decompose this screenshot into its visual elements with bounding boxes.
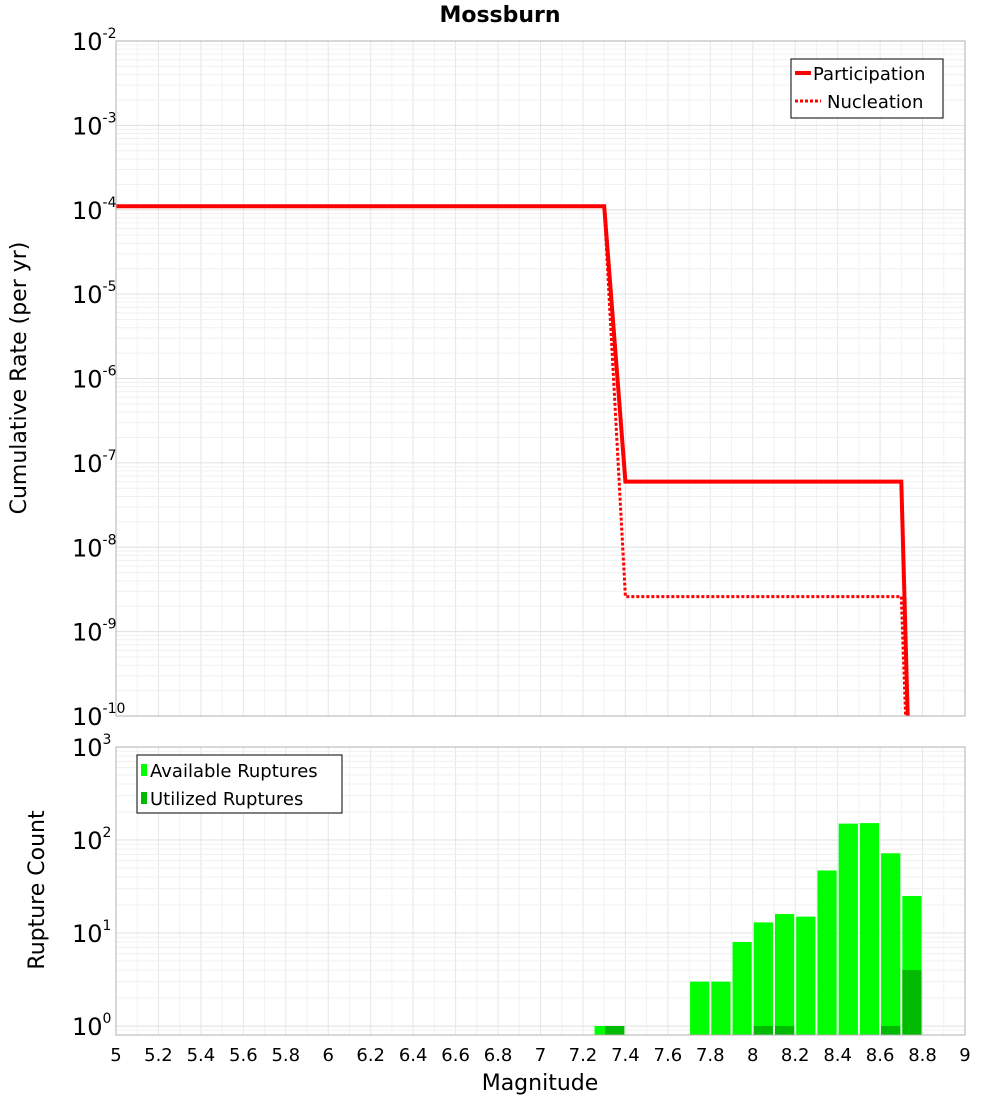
- utilized-ruptures-bar: [902, 969, 922, 1035]
- count-panel-y-tick-label: 102: [72, 825, 111, 855]
- rate-panel-y-tick-exponent: -10: [103, 701, 126, 717]
- available-legend-label: Available Ruptures: [150, 761, 318, 782]
- x-tick-label: 8.8: [908, 1045, 937, 1066]
- x-tick-label: 8.6: [866, 1045, 895, 1066]
- x-tick-label: 7.2: [569, 1045, 598, 1066]
- rate-panel-y-tick-exponent: -9: [103, 617, 117, 633]
- x-tick-label: 6: [323, 1045, 334, 1066]
- y-axis-label-count: Rupture Count: [25, 810, 50, 970]
- available-ruptures-bar: [690, 981, 710, 1035]
- utilized-legend-swatch: [141, 792, 147, 804]
- x-tick-label: 8: [747, 1045, 758, 1066]
- rate-panel-y-tick-label: 10-8: [72, 532, 117, 562]
- bars-layer: [594, 823, 922, 1035]
- rate-panel-y-tick-exponent: -6: [103, 364, 117, 380]
- rate-panel-y-tick-label: 10-3: [72, 110, 117, 140]
- x-tick-label: 7: [535, 1045, 546, 1066]
- utilized-ruptures-bar: [881, 1025, 901, 1035]
- rate-panel-y-tick-exponent: -8: [103, 532, 117, 548]
- count-panel-y-tick-exponent: 1: [103, 918, 112, 934]
- x-tick-label: 8.2: [781, 1045, 810, 1066]
- available-ruptures-bar: [838, 823, 858, 1035]
- rate-panel-frame: [115, 40, 966, 717]
- rate-panel-y-tick-exponent: -5: [103, 279, 117, 295]
- nucleation-legend-label: Nucleation: [827, 92, 923, 113]
- count-panel-y-tick-exponent: 3: [103, 732, 112, 748]
- x-tick-label: 6.8: [484, 1045, 513, 1066]
- x-tick-label: 6.4: [399, 1045, 428, 1066]
- count-panel-y-tick-label: 101: [72, 918, 111, 948]
- lines-layer: [116, 204, 910, 717]
- x-tick-label: 5.4: [187, 1045, 216, 1066]
- count-panel-y-tick-label: 100: [72, 1011, 111, 1041]
- rate-panel-y-tick-exponent: -7: [103, 448, 117, 464]
- x-axis-label: Magnitude: [482, 1071, 599, 1096]
- chart-title: Mossburn: [439, 3, 560, 28]
- rate-legend-box: [790, 58, 944, 119]
- x-tick-label: 7.6: [654, 1045, 683, 1066]
- x-tick-label: 5.8: [271, 1045, 300, 1066]
- count-panel-y-tick-label: 103: [72, 732, 111, 762]
- rate-panel-y-tick-label: 10-4: [72, 195, 117, 225]
- rate-panel-y-tick-label: 10-9: [72, 617, 117, 647]
- frames-layer: [115, 40, 966, 1036]
- x-tick-label: 6.2: [356, 1045, 385, 1066]
- available-ruptures-bar: [774, 914, 795, 1035]
- x-tick-label: 5: [110, 1045, 121, 1066]
- utilized-ruptures-bar: [605, 1025, 625, 1035]
- y-axis-label-rate: Cumulative Rate (per yr): [7, 242, 32, 515]
- rate-panel-y-tick-label: 10-5: [72, 279, 117, 309]
- available-ruptures-bar: [732, 942, 752, 1035]
- x-tick-label: 5.6: [229, 1045, 258, 1066]
- available-ruptures-bar: [753, 922, 773, 1035]
- nucleation-line: [116, 204, 908, 717]
- count-panel-y-tick-exponent: 0: [103, 1011, 112, 1027]
- available-ruptures-bar: [817, 870, 837, 1035]
- legends-layer: Participation Nucleation Available Rupture…: [136, 58, 944, 814]
- rate-panel-y-tick-exponent: -4: [103, 195, 117, 211]
- rate-panel-y-tick-exponent: -3: [103, 110, 117, 126]
- rate-panel-y-tick-exponent: -2: [103, 26, 117, 42]
- available-ruptures-bar: [881, 853, 901, 1035]
- utilized-legend-label: Utilized Ruptures: [150, 789, 303, 810]
- x-tick-label: 9: [959, 1045, 970, 1066]
- available-ruptures-bar: [859, 823, 880, 1035]
- utilized-ruptures-bar: [774, 1025, 795, 1035]
- x-tick-label: 6.6: [441, 1045, 470, 1066]
- x-tick-label: 8.4: [823, 1045, 852, 1066]
- count-panel-y-tick-exponent: 2: [103, 825, 112, 841]
- rate-panel-y-tick-label: 10-7: [72, 448, 117, 478]
- available-ruptures-bar: [594, 1025, 614, 1035]
- x-tick-label: 5.2: [144, 1045, 173, 1066]
- rate-panel-y-tick-label: 10-2: [72, 26, 117, 56]
- count-legend-box: [136, 754, 343, 814]
- rate-panel-y-tick-label: 10-10: [72, 701, 125, 731]
- count-panel-frame: [115, 746, 966, 1036]
- rate-panel-y-tick-label: 10-6: [72, 364, 117, 394]
- available-ruptures-bar: [711, 981, 731, 1035]
- x-tick-label: 7.4: [611, 1045, 640, 1066]
- x-tick-label: 7.8: [696, 1045, 725, 1066]
- grid-layer: [115, 40, 966, 1036]
- available-legend-swatch: [141, 764, 147, 776]
- participation-legend-label: Participation: [813, 64, 925, 85]
- available-ruptures-bar: [796, 916, 816, 1035]
- utilized-ruptures-bar: [753, 1025, 773, 1035]
